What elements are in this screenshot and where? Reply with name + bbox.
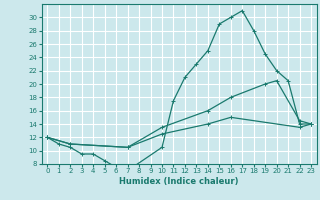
X-axis label: Humidex (Indice chaleur): Humidex (Indice chaleur) <box>119 177 239 186</box>
